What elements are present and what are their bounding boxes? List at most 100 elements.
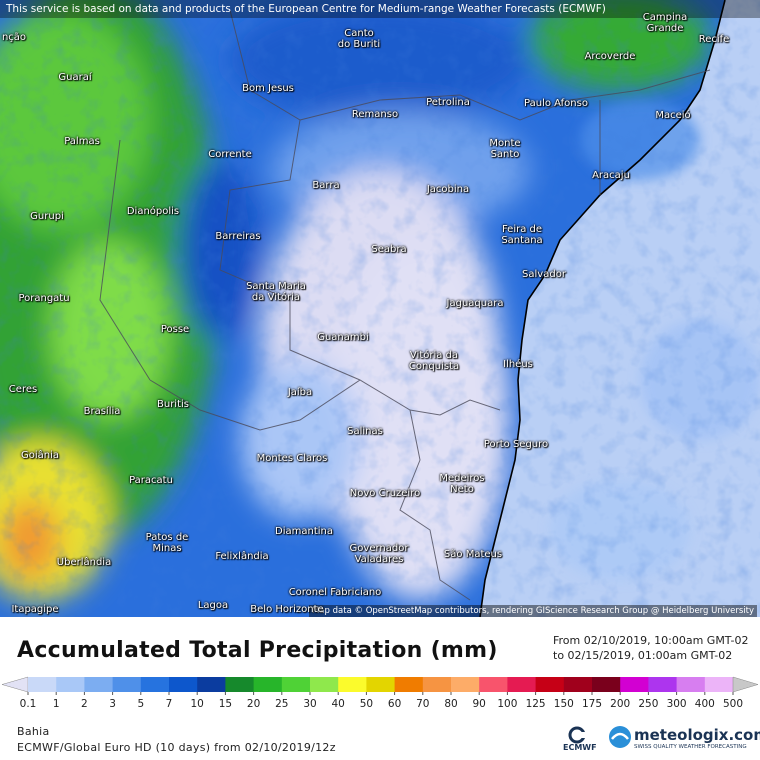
scale-label: 3 xyxy=(109,698,116,710)
city-label: Aracaju xyxy=(592,170,630,181)
scale-swatch xyxy=(648,677,678,692)
scale-label: 90 xyxy=(473,698,486,710)
scale-swatch xyxy=(197,677,226,692)
scale-label: 175 xyxy=(582,698,602,710)
map: This service is based on data and produc… xyxy=(0,0,760,617)
city-label: Campina Grande xyxy=(642,12,688,34)
city-label: Novo Cruzeiro xyxy=(349,488,421,499)
scale-swatch xyxy=(704,677,734,692)
attribution: Map data © OpenStreetMap contributors, r… xyxy=(309,605,757,617)
city-label: Salvador xyxy=(522,269,566,280)
scale-label: 250 xyxy=(638,698,658,710)
city-label: Felixlândia xyxy=(215,551,269,562)
scale-label: 7 xyxy=(166,698,173,710)
city-label: Salinas xyxy=(347,426,383,437)
city-label: Recife xyxy=(698,34,730,45)
scale-swatch xyxy=(394,677,424,692)
scale-swatch xyxy=(28,677,57,692)
city-label: Ceres xyxy=(8,384,38,395)
scale-label: 300 xyxy=(667,698,687,710)
date-from: From 02/10/2019, 10:00am GMT-02 xyxy=(553,634,749,647)
date-to: to 02/15/2019, 01:00am GMT-02 xyxy=(553,649,733,662)
scale-label: 10 xyxy=(191,698,204,710)
city-label: Bom Jesus xyxy=(242,83,294,94)
scale-swatch xyxy=(366,677,396,692)
scale-swatch xyxy=(563,677,593,692)
scale-label: 1 xyxy=(53,698,60,710)
city-label: Itapagipe xyxy=(11,604,59,615)
scale-label: 80 xyxy=(444,698,457,710)
scale-swatch xyxy=(112,677,142,692)
city-label: Goiânia xyxy=(20,450,60,461)
scale-swatch xyxy=(676,677,706,692)
scale-swatch xyxy=(620,677,649,692)
city-label: Monte Santo xyxy=(489,138,521,160)
city-label: Porto Seguro xyxy=(483,439,549,450)
city-label: Ilhéus xyxy=(503,359,533,370)
scale-swatch xyxy=(507,677,537,692)
city-label: Belo Horizonte xyxy=(250,604,324,615)
scale-swatch xyxy=(140,677,170,692)
scale-swatch xyxy=(479,677,508,692)
city-label: Guaraí xyxy=(58,72,92,83)
city-label: Posse xyxy=(160,324,190,335)
scale-swatch xyxy=(422,677,452,692)
scale-swatch xyxy=(535,677,565,692)
scale-arrow xyxy=(732,676,759,693)
city-label: Dianópolis xyxy=(126,206,180,217)
logo-tagline: SWISS QUALITY WEATHER FORECASTING xyxy=(634,744,747,750)
city-label: Montes Claros xyxy=(256,453,328,464)
city-label: Guanambi xyxy=(317,332,369,343)
model-info: ECMWF/Global Euro HD (10 days) from 02/1… xyxy=(17,741,336,754)
scale-label: 5 xyxy=(137,698,144,710)
scale-arrow xyxy=(1,676,29,693)
logo-name: meteologix.com xyxy=(634,726,760,744)
scale-swatch xyxy=(338,677,367,692)
scale-label: 125 xyxy=(526,698,546,710)
notice: This service is based on data and produc… xyxy=(0,0,760,18)
scale-label: 60 xyxy=(388,698,401,710)
city-label: Coronel Fabriciano xyxy=(288,587,382,598)
ecmwf-logo: ECMWF xyxy=(563,743,597,752)
scale-label: 150 xyxy=(554,698,574,710)
city-label: Vitória da Conquista xyxy=(408,350,460,372)
scale-label: 20 xyxy=(247,698,260,710)
city-label: Diamantina xyxy=(275,526,333,537)
city-label: Arcoverde xyxy=(584,51,636,62)
scale-swatch xyxy=(225,677,255,692)
city-label: Barra xyxy=(312,180,340,191)
scale-swatch xyxy=(253,677,283,692)
scale-label: 15 xyxy=(219,698,232,710)
city-label: Corrente xyxy=(208,149,252,160)
scale-swatch xyxy=(451,677,480,692)
scale-label: 100 xyxy=(497,698,517,710)
city-label: Uberlândia xyxy=(56,557,112,568)
scale-label: 40 xyxy=(332,698,345,710)
meteologix-icon xyxy=(609,726,631,748)
city-label: Maceió xyxy=(655,110,691,121)
city-label: Jaguaquara xyxy=(446,298,504,309)
scale-label: 25 xyxy=(275,698,288,710)
city-label: Barreiras xyxy=(215,231,261,242)
scale-label: 400 xyxy=(695,698,715,710)
city-label: Lagoa xyxy=(197,600,229,611)
legend-title: Accumulated Total Precipitation (mm) xyxy=(17,638,498,663)
city-label: Paracatu xyxy=(129,475,173,486)
city-label: Remanso xyxy=(351,109,399,120)
city-label: Palmas xyxy=(64,136,100,147)
region: Bahia xyxy=(17,725,50,738)
city-label: Santa Maria da Vitória xyxy=(246,281,306,303)
city-label: Porangatu xyxy=(18,293,70,304)
scale-label: 50 xyxy=(360,698,373,710)
city-label: Brasília xyxy=(83,406,121,417)
map-art xyxy=(0,0,760,617)
scale-label: 30 xyxy=(303,698,316,710)
city-label: Jaíba xyxy=(287,387,313,398)
ecmwf-icon xyxy=(568,726,588,744)
scale-swatch xyxy=(169,677,198,692)
city-label: Jacobina xyxy=(426,184,470,195)
city-label: nção xyxy=(1,32,27,43)
city-label: Governador Valadares xyxy=(349,543,409,565)
city-label: Feira de Santana xyxy=(501,224,543,246)
